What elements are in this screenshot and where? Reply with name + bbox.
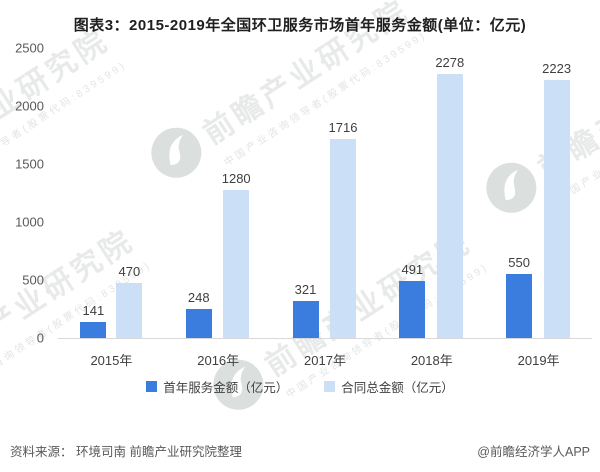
bar-value-label: 470: [118, 264, 141, 280]
x-axis-label: 2015年: [90, 353, 133, 368]
bar-value-label: 2223: [542, 61, 572, 77]
bar: [543, 80, 570, 338]
y-axis: 0 500 1000 1500 2000 2500: [0, 41, 50, 346]
bar-group: 491 2278: [378, 48, 485, 338]
bar-column: 1716: [328, 48, 358, 338]
y-tick-label: 1000: [15, 214, 44, 230]
legend-swatch: [146, 381, 158, 392]
y-tick-label: 500: [22, 272, 44, 288]
legend: 首年服务金额（亿元） 合同总金额（亿元）: [0, 377, 600, 396]
bar-column: 470: [116, 48, 143, 338]
bar: [436, 73, 463, 338]
legend-label: 首年服务金额（亿元）: [163, 381, 289, 395]
brand-note: @前瞻经济学人APP: [477, 445, 590, 459]
y-tick-label: 1500: [15, 156, 44, 172]
bar: [329, 138, 356, 338]
bar-value-label: 550: [508, 255, 530, 271]
y-tick-label: 0: [36, 330, 44, 346]
bar-value-label: 1280: [221, 170, 251, 186]
x-axis-label: 2017年: [304, 353, 346, 368]
bar-column: 2278: [435, 48, 464, 338]
bar-group: 248 1280: [165, 48, 272, 338]
bar: [506, 274, 533, 338]
bar: [116, 283, 143, 338]
legend-item: 合同总金额（亿元）: [324, 377, 454, 396]
bar-value-label: 1716: [328, 119, 358, 135]
bar: [223, 189, 250, 338]
bar: [80, 321, 107, 338]
chart-area: 0 500 1000 1500 2000 2500 141 470 248 1280 321 171…: [0, 39, 600, 371]
bar-group: 141 470: [58, 48, 165, 338]
bar-value-label: 491: [401, 262, 424, 278]
bar-column: 1280: [222, 48, 251, 338]
bar-column: 321: [292, 48, 319, 338]
x-axis-label: 2019年: [517, 353, 560, 368]
bar: [185, 309, 212, 338]
bar-value-label: 248: [187, 290, 210, 306]
y-tick-label: 2500: [15, 40, 44, 56]
legend-item: 首年服务金额（亿元）: [146, 377, 288, 396]
x-axis-label: 2018年: [410, 353, 453, 368]
footer: 资料来源： 环境司南 前瞻产业研究院整理 @前瞻经济学人APP: [0, 441, 600, 460]
bar-column: 550: [506, 48, 533, 338]
bar-column: 141: [80, 48, 107, 338]
bar-group: 550 2223: [485, 48, 592, 338]
chart-title: 图表3：2015-2019年全国环卫服务市场首年服务金额(单位：亿元): [73, 17, 527, 34]
bars-row: 141 470 248 1280 321 1716 491 2278 550 2223: [58, 48, 592, 338]
x-axis: 2015年 2016年 2017年 2018年 2019年: [58, 338, 592, 369]
bar-value-label: 321: [294, 281, 317, 297]
bar-value-label: 2278: [435, 54, 465, 70]
plot-area: 141 470 248 1280 321 1716 491 2278 550 2223: [58, 48, 592, 339]
bar-group: 321 1716: [272, 48, 379, 338]
x-axis-label: 2016年: [197, 353, 240, 368]
bar: [399, 281, 426, 338]
bar-column: 491: [399, 48, 426, 338]
bar-column: 2223: [542, 48, 571, 338]
source-note: 资料来源： 环境司南 前瞻产业研究院整理: [10, 445, 242, 459]
y-tick-label: 2000: [15, 98, 44, 114]
bar-value-label: 141: [82, 302, 105, 318]
legend-swatch: [324, 381, 336, 392]
legend-label: 合同总金额（亿元）: [341, 381, 454, 395]
bar-column: 248: [185, 48, 212, 338]
bar: [292, 300, 319, 338]
